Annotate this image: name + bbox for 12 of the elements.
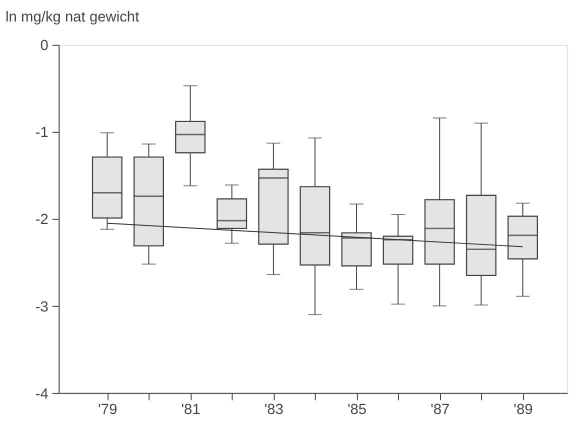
y-tick-label: -4 (35, 386, 48, 402)
y-axis-title: ln mg/kg nat gewicht (6, 9, 140, 26)
x-tick-label: '83 (264, 402, 284, 418)
x-tick-label: '85 (347, 402, 367, 418)
y-tick-label: -1 (35, 125, 48, 142)
y-tick-label: 0 (40, 38, 48, 54)
x-tick-label: '87 (430, 402, 450, 418)
x-tick-label: '89 (514, 402, 533, 418)
y-tick-label: -3 (35, 299, 48, 316)
x-tick-label: '81 (181, 402, 200, 418)
x-tick-label: '79 (98, 402, 118, 418)
y-tick-label: -2 (35, 212, 48, 228)
